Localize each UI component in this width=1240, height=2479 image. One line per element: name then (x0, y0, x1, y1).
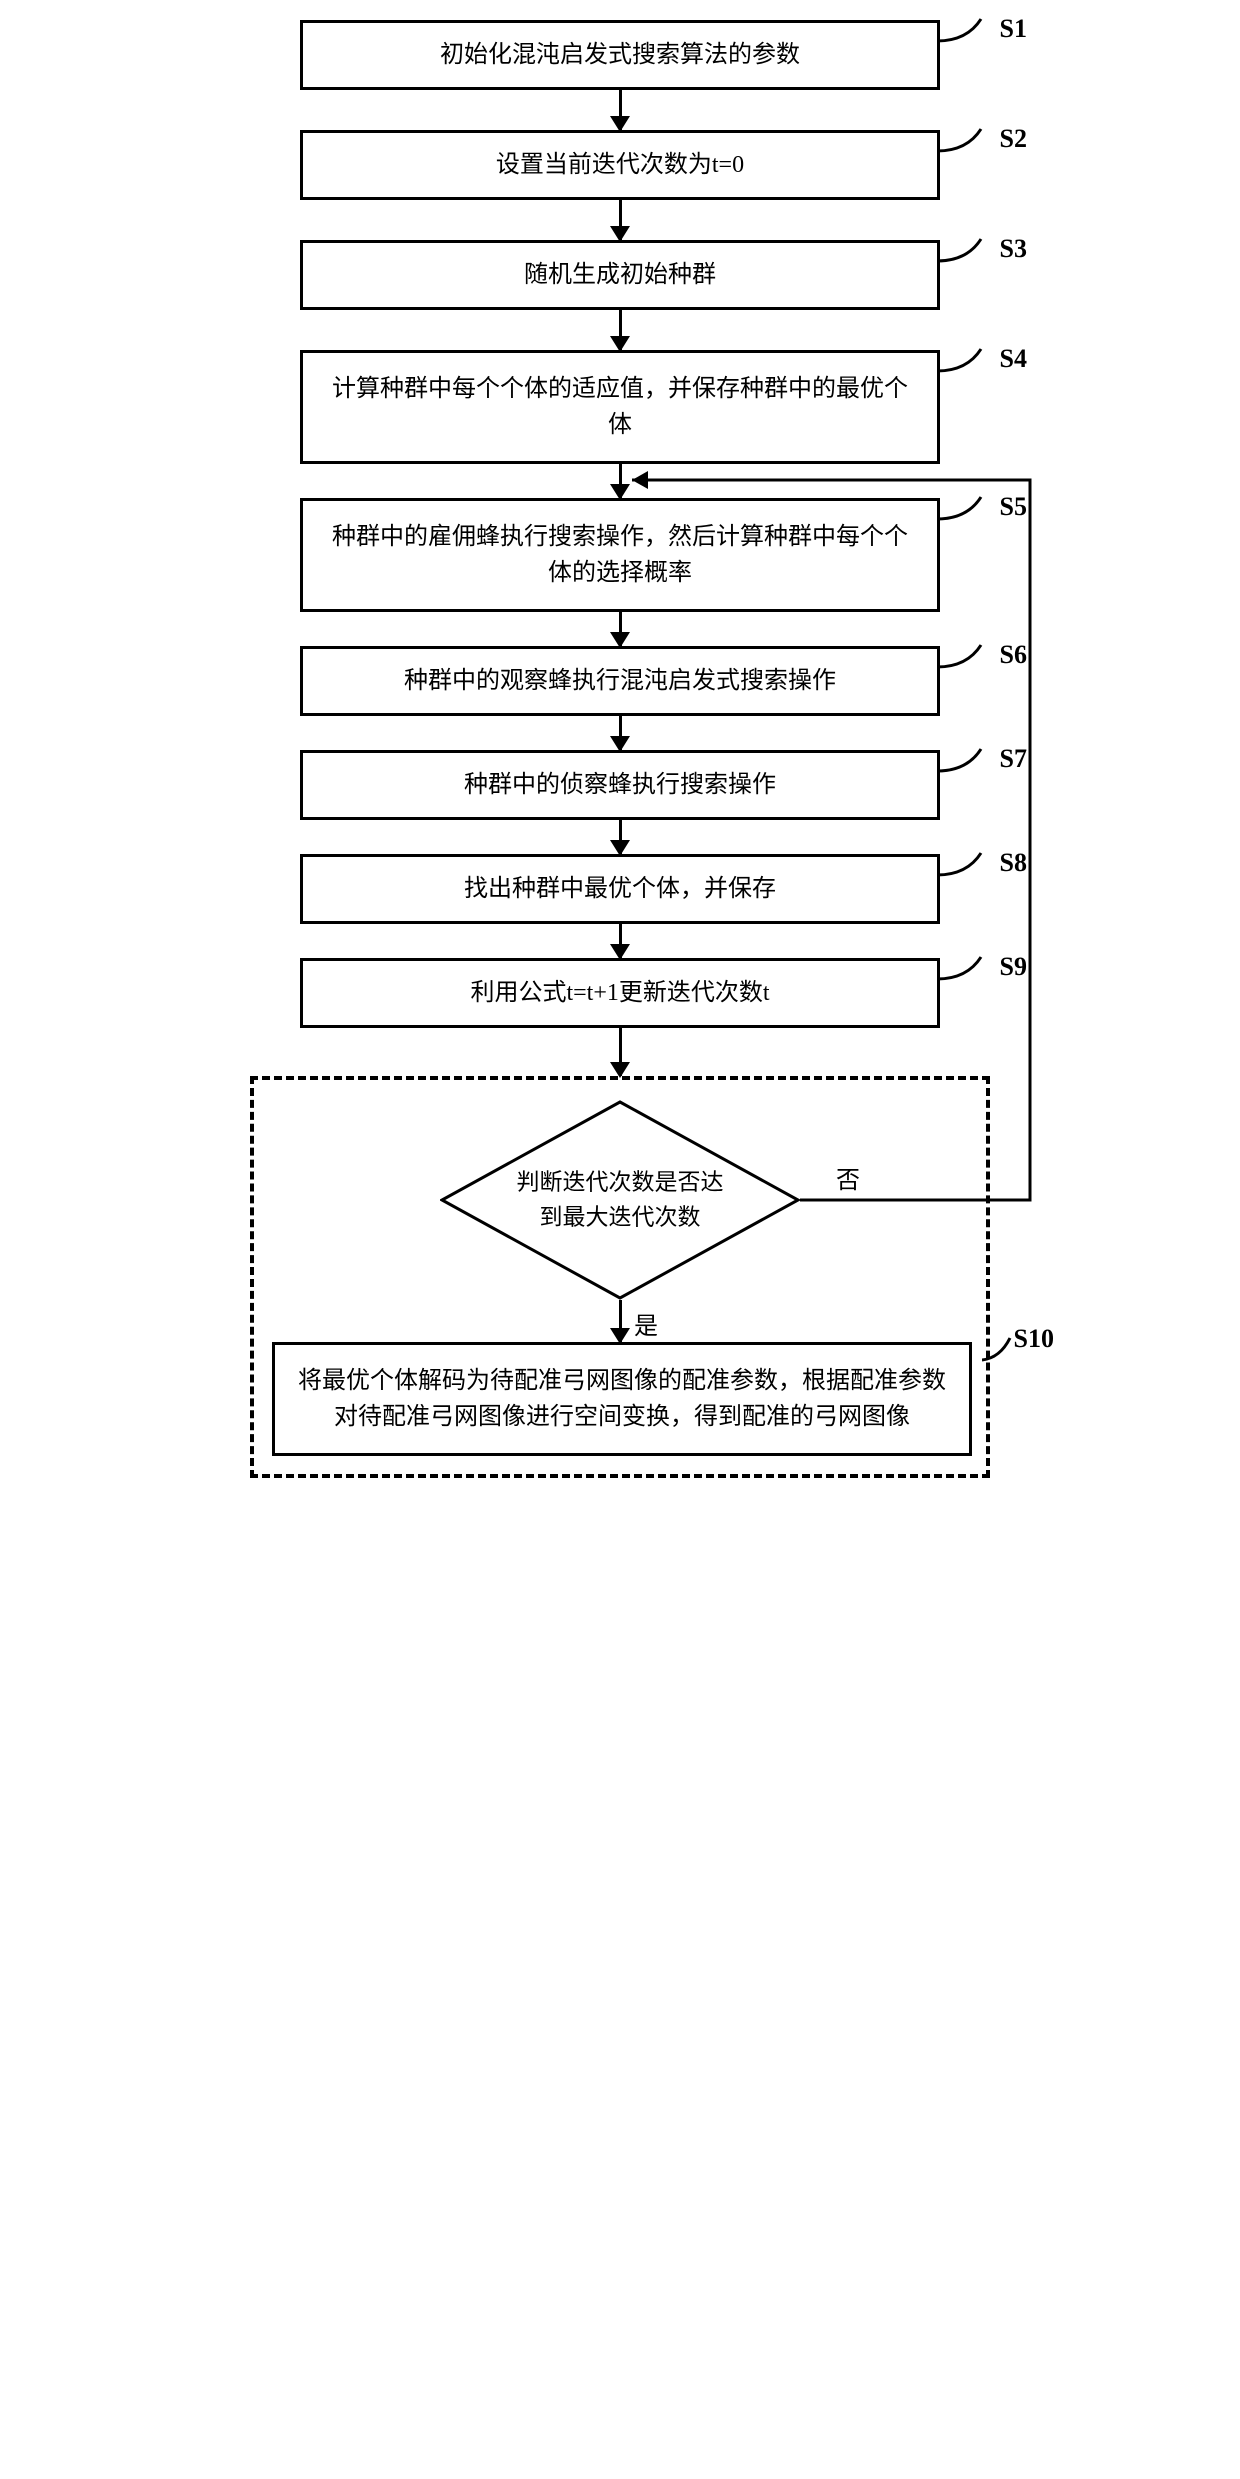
arrow-icon (619, 1300, 622, 1342)
arrow-icon (619, 820, 622, 854)
text-s4: 计算种群中每个个体的适应值，并保存种群中的最优个体 (332, 376, 908, 438)
label-curve-icon (937, 127, 985, 153)
label-curve-icon (937, 955, 985, 981)
text-s1: 初始化混沌启发式搜索算法的参数 (440, 42, 800, 68)
final-box: 将最优个体解码为待配准弓网图像的配准参数，根据配准参数对待配准弓网图像进行空间变… (272, 1342, 972, 1456)
arrow-icon (619, 924, 622, 958)
step-s1: S1 初始化混沌启发式搜索算法的参数 (240, 20, 1000, 90)
step-s7: S7 种群中的侦察蜂执行搜索操作 (240, 750, 1000, 820)
label-s1: S1 (1000, 9, 1027, 48)
decision-diamond: 判断迭代次数是否达 到最大迭代次数 否 (440, 1100, 800, 1300)
step-s4: S4 计算种群中每个个体的适应值，并保存种群中的最优个体 (240, 350, 1000, 464)
label-s3: S3 (1000, 229, 1027, 268)
box-s1: S1 初始化混沌启发式搜索算法的参数 (300, 20, 940, 90)
s10-dashed-container: S10 判断迭代次数是否达 到最大迭代次数 否 是 将最优个体解码为待配准弓网图… (250, 1076, 990, 1478)
step-s3: S3 随机生成初始种群 (240, 240, 1000, 310)
label-curve-icon (937, 17, 985, 43)
box-s8: S8 找出种群中最优个体，并保存 (300, 854, 940, 924)
step-s5: S5 种群中的雇佣蜂执行搜索操作，然后计算种群中每个个体的选择概率 (240, 498, 1000, 612)
label-s8: S8 (1000, 843, 1027, 882)
decision-text: 判断迭代次数是否达 到最大迭代次数 (490, 1166, 750, 1235)
label-curve-icon (982, 1336, 1012, 1362)
label-curve-icon (937, 347, 985, 373)
box-s5: S5 种群中的雇佣蜂执行搜索操作，然后计算种群中每个个体的选择概率 (300, 498, 940, 612)
label-s7: S7 (1000, 739, 1027, 778)
label-curve-icon (937, 851, 985, 877)
box-s4: S4 计算种群中每个个体的适应值，并保存种群中的最优个体 (300, 350, 940, 464)
label-curve-icon (937, 237, 985, 263)
yes-label: 是 (634, 1306, 658, 1341)
box-s3: S3 随机生成初始种群 (300, 240, 940, 310)
label-curve-icon (937, 747, 985, 773)
arrow-icon (619, 464, 622, 498)
arrow-icon (619, 716, 622, 750)
box-s2: S2 设置当前迭代次数为t=0 (300, 130, 940, 200)
text-s7: 种群中的侦察蜂执行搜索操作 (464, 772, 776, 798)
label-s6: S6 (1000, 635, 1027, 674)
decision-text-line1: 判断迭代次数是否达 (517, 1170, 724, 1195)
text-s9: 利用公式t=t+1更新迭代次数t (470, 980, 769, 1006)
flowchart-root: S1 初始化混沌启发式搜索算法的参数 S2 设置当前迭代次数为t=0 S3 随机… (240, 20, 1000, 1478)
box-s7: S7 种群中的侦察蜂执行搜索操作 (300, 750, 940, 820)
label-s9: S9 (1000, 947, 1027, 986)
text-s5: 种群中的雇佣蜂执行搜索操作，然后计算种群中每个个体的选择概率 (332, 524, 908, 586)
step-s6: S6 种群中的观察蜂执行混沌启发式搜索操作 (240, 646, 1000, 716)
label-curve-icon (937, 643, 985, 669)
label-s4: S4 (1000, 339, 1027, 378)
step-s9: S9 利用公式t=t+1更新迭代次数t (240, 958, 1000, 1028)
arrow-icon (619, 612, 622, 646)
final-text: 将最优个体解码为待配准弓网图像的配准参数，根据配准参数对待配准弓网图像进行空间变… (298, 1368, 946, 1430)
label-s10: S10 (1014, 1324, 1054, 1354)
box-s6: S6 种群中的观察蜂执行混沌启发式搜索操作 (300, 646, 940, 716)
decision-text-line2: 到最大迭代次数 (540, 1204, 701, 1229)
arrow-icon (619, 200, 622, 240)
arrow-icon (619, 310, 622, 350)
no-label: 否 (836, 1160, 860, 1195)
text-s8: 找出种群中最优个体，并保存 (464, 876, 776, 902)
step-s2: S2 设置当前迭代次数为t=0 (240, 130, 1000, 200)
arrow-icon (619, 1028, 622, 1076)
label-s2: S2 (1000, 119, 1027, 158)
text-s2: 设置当前迭代次数为t=0 (496, 152, 744, 178)
label-curve-icon (937, 495, 985, 521)
text-s3: 随机生成初始种群 (524, 262, 716, 288)
text-s6: 种群中的观察蜂执行混沌启发式搜索操作 (404, 668, 836, 694)
step-s8: S8 找出种群中最优个体，并保存 (240, 854, 1000, 924)
box-s9: S9 利用公式t=t+1更新迭代次数t (300, 958, 940, 1028)
arrow-icon (619, 90, 622, 130)
label-s5: S5 (1000, 487, 1027, 526)
